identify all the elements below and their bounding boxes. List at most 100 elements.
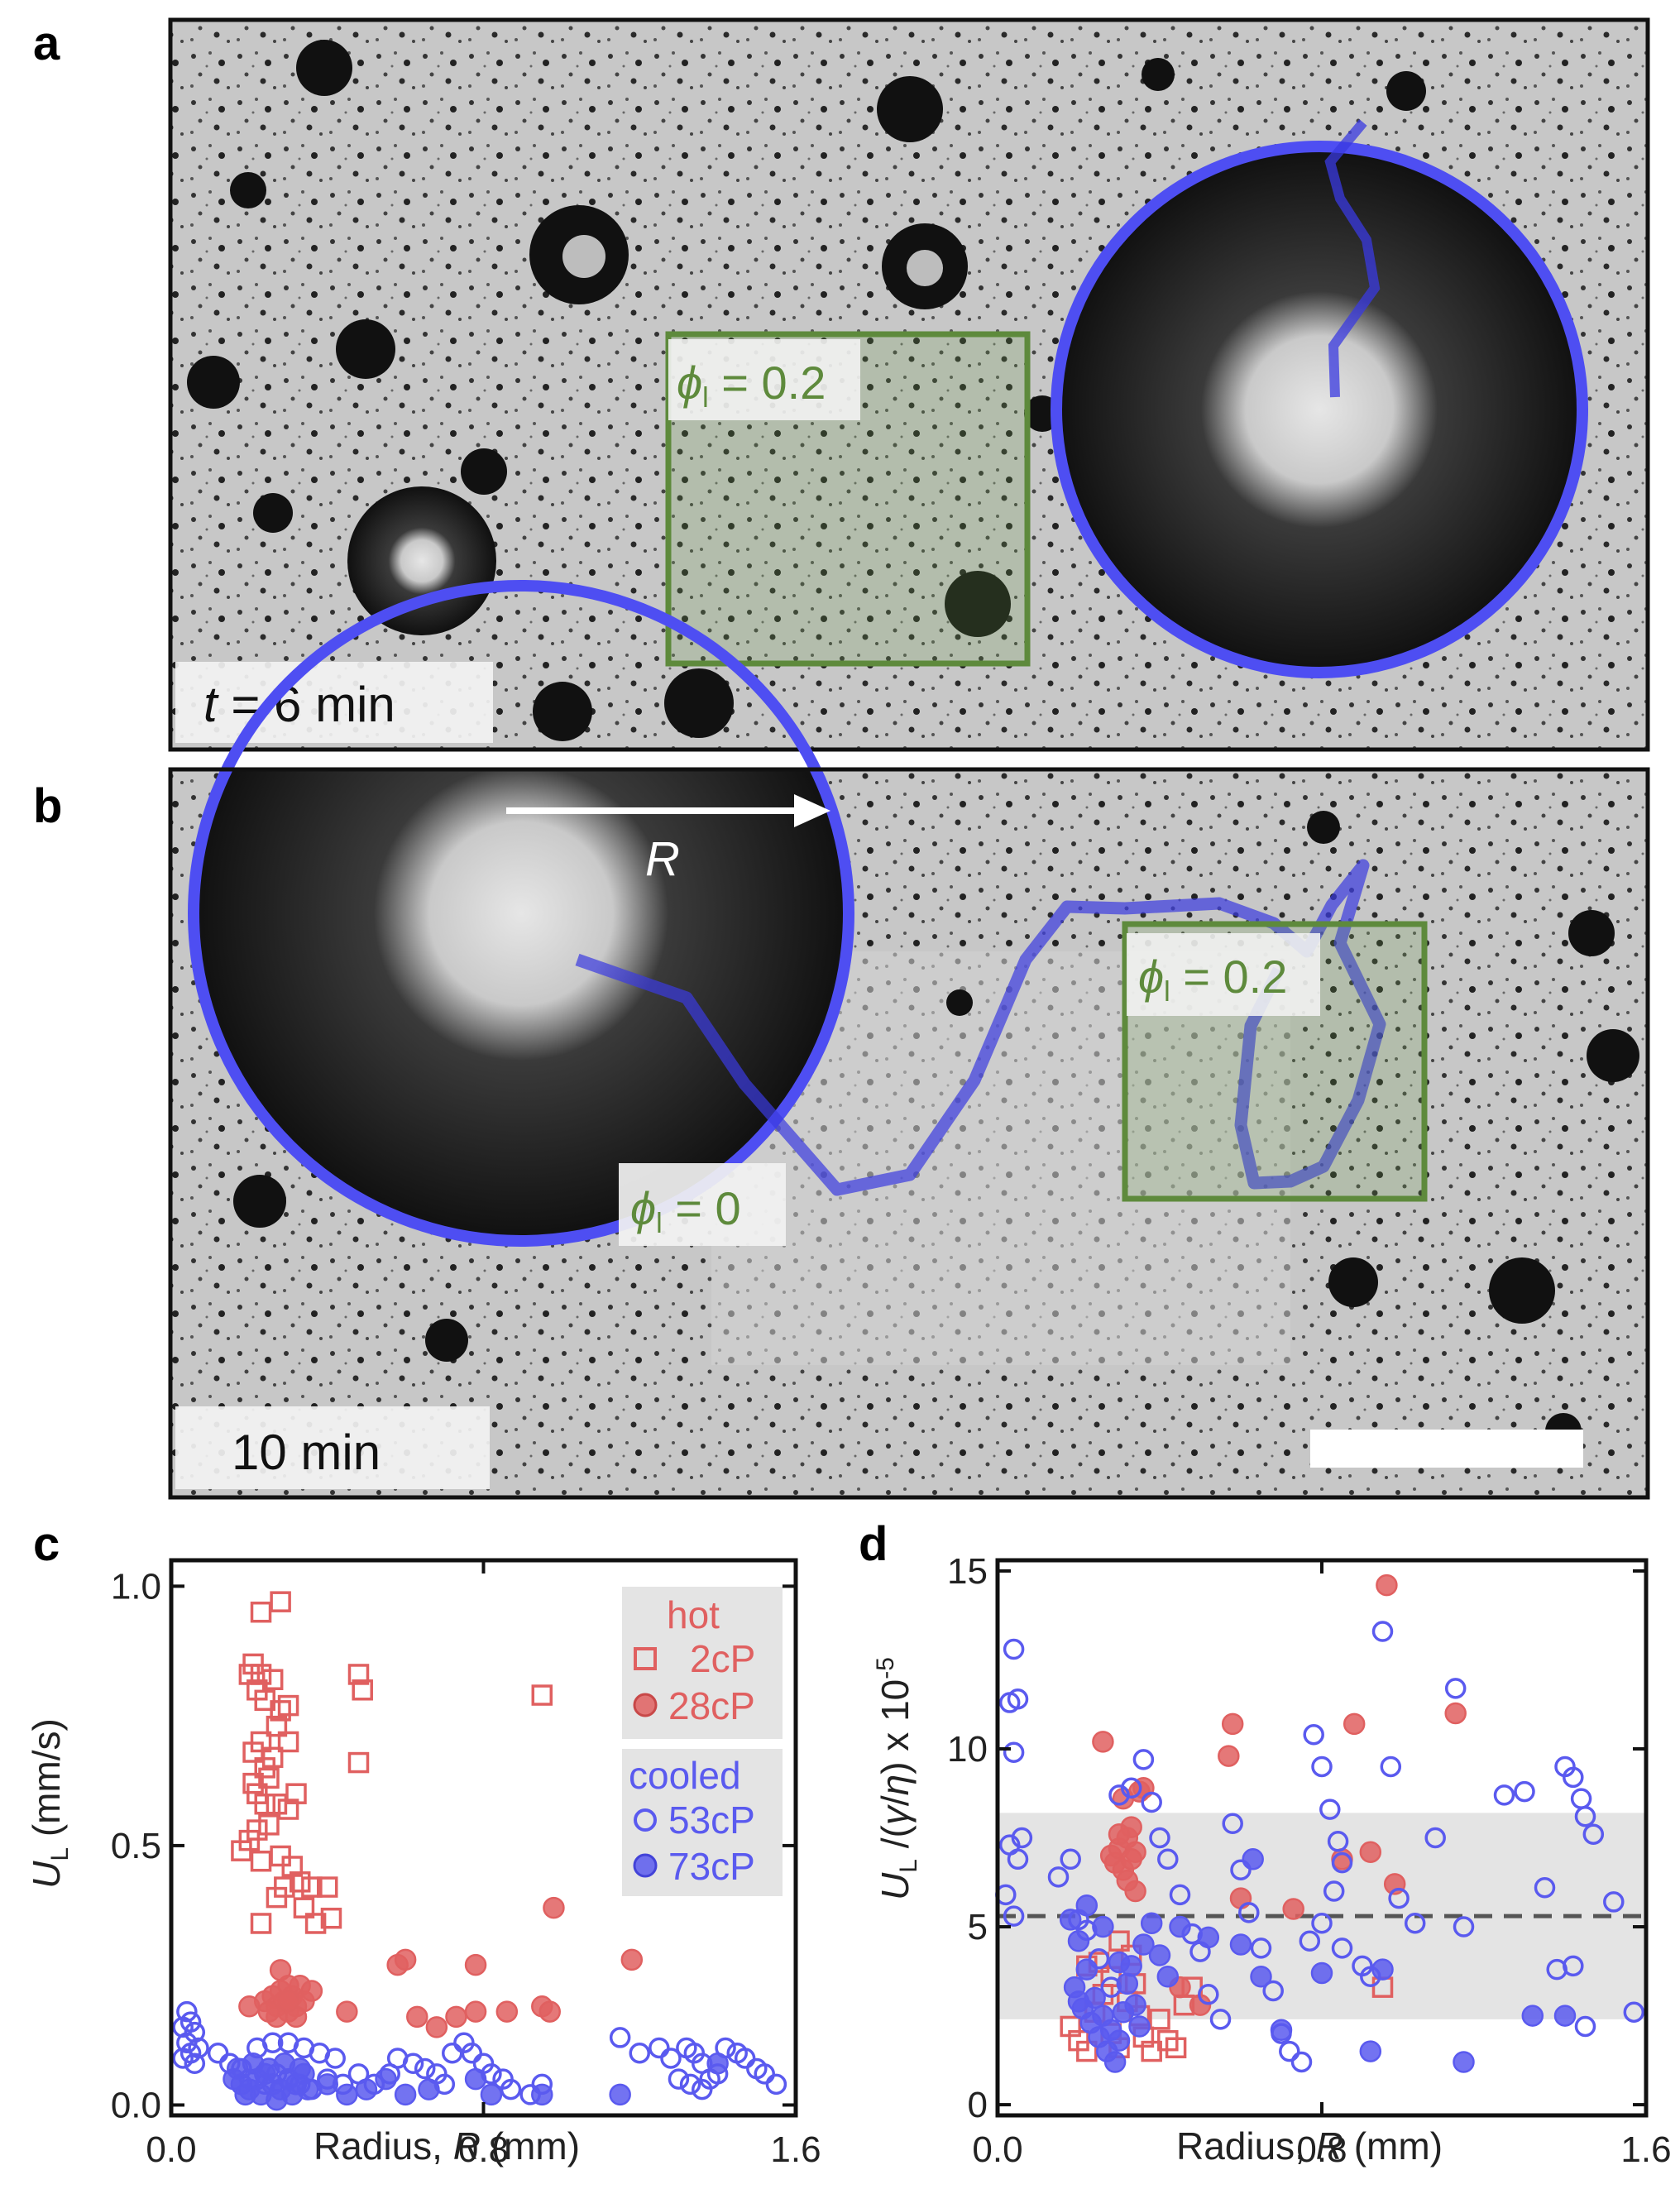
- d-point-73cP-22: [1075, 1894, 1098, 1917]
- d-point-53cP-18: [1141, 1791, 1162, 1813]
- c-point-2cP-1: [270, 1591, 291, 1612]
- panel-a-micrograph: ϕl = 0.2 t = 6 min: [168, 17, 1650, 752]
- c-point-28cP-30: [425, 2016, 448, 2038]
- c-point-28cP-14: [238, 1995, 261, 2018]
- d-point-53cP-17: [1132, 1749, 1155, 1770]
- c-point-2cP-35: [320, 1907, 342, 1929]
- c-point-28cP-25: [445, 2005, 467, 2029]
- d-point-28cP-16: [1218, 1745, 1240, 1767]
- d-point-53cP-5: [1007, 1848, 1029, 1870]
- d-point-73cP-29: [1250, 1966, 1272, 1988]
- d-point-53cP-51: [1453, 1916, 1475, 1938]
- d-point-53cP-42: [1331, 1938, 1353, 1959]
- d-point-28cP-15: [1221, 1712, 1244, 1736]
- d-point-53cP-27: [1230, 1859, 1252, 1880]
- d-point-53cP-24: [1198, 1984, 1219, 2005]
- chart-d-marks: [995, 1573, 1645, 2073]
- d-point-73cP-9: [1132, 1933, 1155, 1956]
- d-point-28cP-18: [1282, 1898, 1304, 1920]
- d-point-73cP-21: [1128, 2015, 1151, 2038]
- panel-b-letter: b: [33, 779, 62, 833]
- c-point-28cP-23: [336, 2000, 358, 2023]
- c-point-28cP-29: [538, 2000, 561, 2023]
- d-point-53cP-35: [1311, 1756, 1333, 1778]
- c-point-53cP-17: [324, 2048, 346, 2069]
- d-point-53cP-25: [1209, 2009, 1232, 2030]
- d-point-28cP-17: [1229, 1887, 1252, 1909]
- d-point-28cP-22: [1376, 1573, 1398, 1597]
- d-point-28cP-20: [1343, 1712, 1366, 1736]
- d-point-73cP-35: [1521, 2005, 1544, 2027]
- d-point-53cP-38: [1331, 1851, 1353, 1874]
- c-point-2cP-0: [250, 1601, 272, 1623]
- d-point-53cP-40: [1311, 1912, 1333, 1934]
- c-ytick-label-1: 0.5: [111, 1826, 161, 1866]
- d-point-73cP-12: [1156, 1966, 1180, 1988]
- d-point-53cP-63: [1603, 1891, 1625, 1913]
- c-point-53cP-8: [188, 2037, 209, 2059]
- d-point-53cP-34: [1303, 1724, 1324, 1746]
- c-point-28cP-16: [300, 1980, 323, 2002]
- d-point-53cP-30: [1262, 1980, 1284, 2002]
- c-point-28cP-20: [464, 1953, 487, 1976]
- c-point-73cP-30: [706, 2052, 729, 2075]
- c-point-53cP-2: [172, 2016, 194, 2038]
- legend-2cP-label: 2cP: [690, 1637, 755, 1680]
- c-point-73cP-27: [480, 2083, 503, 2106]
- panel-a-letter: a: [33, 17, 60, 70]
- d-point-53cP-50: [1444, 1678, 1467, 1699]
- d-point-73cP-28: [1229, 1933, 1252, 1956]
- c-point-53cP-57: [734, 2048, 756, 2069]
- panel-d-letter: d: [859, 1517, 888, 1571]
- d-point-53cP-46: [1380, 1756, 1402, 1778]
- d-xtick-label-0: 0.0: [972, 2129, 1022, 2170]
- d-point-73cP-23: [1092, 1915, 1114, 1938]
- c-point-28cP-17: [277, 1990, 299, 2013]
- legend-hot-title: hot: [667, 1593, 720, 1636]
- d-point-53cP-6: [1003, 1905, 1025, 1927]
- c-xtick-label-1: 0.8: [458, 2129, 509, 2170]
- d-point-53cP-36: [1319, 1799, 1341, 1820]
- c-point-2cP-20: [258, 1814, 280, 1836]
- chart-d-axes: 0.0 0.8 1.6 0 5 10 15: [947, 1551, 1672, 2170]
- c-point-73cP-21: [336, 2083, 358, 2106]
- d-point-53cP-29: [1250, 1938, 1272, 1959]
- d-point-2cP-13: [1165, 2037, 1187, 2059]
- d-point-73cP-1: [1067, 1929, 1090, 1952]
- c-xtick-label-2: 1.6: [770, 2129, 821, 2170]
- c-ytick-label-2: 1.0: [111, 1566, 161, 1607]
- c-point-73cP-14: [289, 2057, 311, 2080]
- d-ytick-label-0: 0: [968, 2085, 988, 2125]
- d-point-73cP-7: [1116, 1972, 1139, 1995]
- c-point-28cP-15: [269, 1959, 292, 1981]
- c-point-53cP-59: [754, 2063, 775, 2085]
- d-point-73cP-32: [1359, 2040, 1382, 2062]
- d-ytick-label-3: 15: [947, 1551, 988, 1592]
- phi-label-a: ϕl = 0.2: [677, 357, 826, 414]
- d-point-73cP-24: [1108, 1951, 1131, 1974]
- trajectory-a: [1324, 119, 1381, 398]
- c-point-2cP-39: [531, 1684, 553, 1706]
- d-point-2cP-17: [1108, 1930, 1130, 1952]
- d-point-53cP-45: [1371, 1621, 1394, 1642]
- radius-arrow-head: [794, 794, 830, 827]
- c-point-53cP-30: [402, 2052, 424, 2075]
- c-point-2cP-17: [254, 1793, 275, 1815]
- legend-28cP-label: 28cP: [668, 1684, 755, 1727]
- d-point-53cP-33: [1290, 2051, 1313, 2073]
- d-point-28cP-24: [1444, 1702, 1467, 1725]
- d-point-28cP-21: [1359, 1841, 1382, 1863]
- chart-d: 0.0 0.8 1.6 0 5 10 15 Radius, R (mm) UL /(γ/η)…: [872, 1551, 1672, 2170]
- chart-c: hot 2cP 28cP cooled 53cP 73cP 0.0 0.8 1.60…: [25, 1558, 821, 2170]
- c-point-2cP-42: [285, 1783, 307, 1804]
- c-point-53cP-45: [649, 2037, 670, 2059]
- c-point-2cP-29: [301, 1876, 323, 1898]
- c-point-2cP-40: [277, 1731, 299, 1753]
- c-point-2cP-36: [347, 1664, 370, 1685]
- c-point-2cP-30: [317, 1876, 338, 1898]
- d-point-53cP-16: [1120, 1777, 1142, 1799]
- d-point-53cP-19: [1149, 1827, 1170, 1849]
- legend-2cP-marker: [634, 1647, 657, 1670]
- series-73cP: [223, 2052, 729, 2111]
- d-point-53cP-0: [1003, 1638, 1025, 1660]
